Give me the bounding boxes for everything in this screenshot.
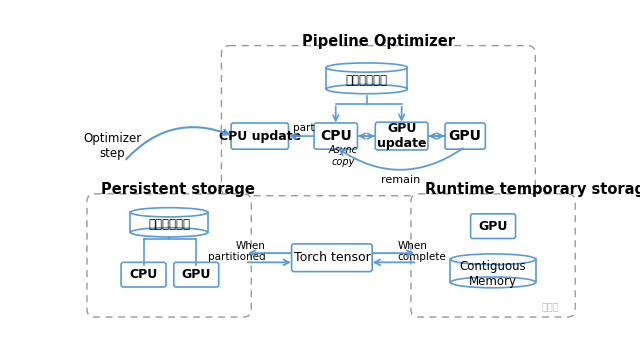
Text: Pipeline Optimizer: Pipeline Optimizer (302, 34, 455, 49)
Text: Optimizer
step: Optimizer step (83, 132, 141, 160)
FancyBboxPatch shape (221, 46, 535, 196)
Text: When
complete: When complete (397, 241, 446, 262)
Text: GPU: GPU (449, 129, 482, 143)
Text: part: part (293, 123, 315, 133)
FancyBboxPatch shape (314, 123, 358, 149)
FancyBboxPatch shape (411, 194, 575, 317)
Bar (131, 212, 208, 232)
Text: When
partitioned: When partitioned (208, 241, 266, 262)
FancyBboxPatch shape (174, 262, 219, 287)
Bar (451, 259, 536, 282)
Text: Torch tensor: Torch tensor (294, 251, 371, 264)
Text: Async
copy: Async copy (329, 145, 358, 167)
FancyBboxPatch shape (292, 244, 372, 272)
Bar (326, 68, 408, 89)
Text: remain: remain (381, 175, 420, 185)
Text: 异构统一存储: 异构统一存储 (148, 218, 190, 231)
Text: CPU: CPU (129, 268, 157, 281)
Text: GPU: GPU (478, 219, 508, 233)
Ellipse shape (131, 208, 208, 217)
FancyBboxPatch shape (375, 122, 428, 150)
FancyBboxPatch shape (231, 123, 289, 149)
FancyBboxPatch shape (470, 214, 516, 238)
Text: 量子位: 量子位 (541, 302, 559, 312)
Text: CPU update: CPU update (219, 130, 301, 143)
Text: Runtime temporary storage: Runtime temporary storage (425, 182, 640, 197)
Ellipse shape (326, 84, 408, 94)
Text: Contiguous
Memory: Contiguous Memory (460, 260, 527, 288)
Ellipse shape (451, 277, 536, 288)
Ellipse shape (326, 63, 408, 72)
Text: GPU: GPU (182, 268, 211, 281)
FancyBboxPatch shape (87, 194, 252, 317)
Ellipse shape (451, 254, 536, 265)
Text: Persistent storage: Persistent storage (101, 182, 255, 197)
Text: CPU: CPU (320, 129, 351, 143)
Ellipse shape (131, 228, 208, 237)
FancyBboxPatch shape (445, 123, 485, 149)
Text: 异构统一存储: 异构统一存储 (346, 74, 388, 87)
FancyBboxPatch shape (121, 262, 166, 287)
Text: GPU
update: GPU update (377, 122, 426, 150)
